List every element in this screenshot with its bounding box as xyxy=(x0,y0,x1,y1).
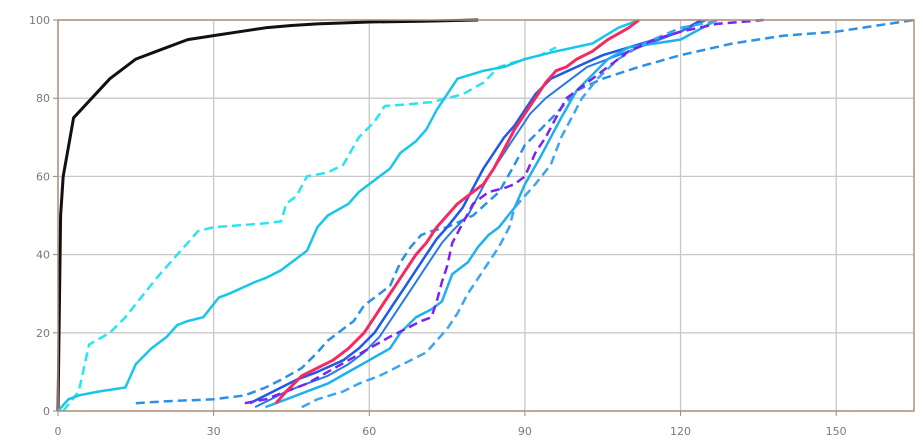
series-line-8 xyxy=(301,18,723,409)
series-line-10 xyxy=(274,18,640,405)
y-tick-label: 100 xyxy=(29,14,50,27)
series-line-3 xyxy=(57,18,640,412)
y-tick-label: 0 xyxy=(43,405,50,418)
x-tick-label: 60 xyxy=(362,425,376,438)
x-tick-label: 150 xyxy=(826,425,847,438)
y-tick-label: 80 xyxy=(36,92,50,105)
x-tick-label: 90 xyxy=(518,425,532,438)
series-line-6 xyxy=(254,19,707,408)
tick-labels: 0 30 60 90 120 150 0 20 40 60 80 100 xyxy=(29,14,847,438)
y-tick-label: 60 xyxy=(36,170,50,183)
series-line-4 xyxy=(135,18,915,405)
series-group xyxy=(56,18,915,412)
series-line-7 xyxy=(265,18,718,409)
series-line-1 xyxy=(56,18,479,412)
x-tick-label: 0 xyxy=(55,425,62,438)
plot-frame xyxy=(57,19,915,412)
y-tick-label: 40 xyxy=(36,249,50,262)
x-tick-label: 30 xyxy=(207,425,221,438)
series-line-9 xyxy=(244,18,764,405)
grid xyxy=(57,19,914,412)
series-line-5 xyxy=(249,18,702,405)
y-tick-label: 20 xyxy=(36,327,50,340)
x-tick-label: 120 xyxy=(670,425,691,438)
series-line-2 xyxy=(62,46,557,412)
